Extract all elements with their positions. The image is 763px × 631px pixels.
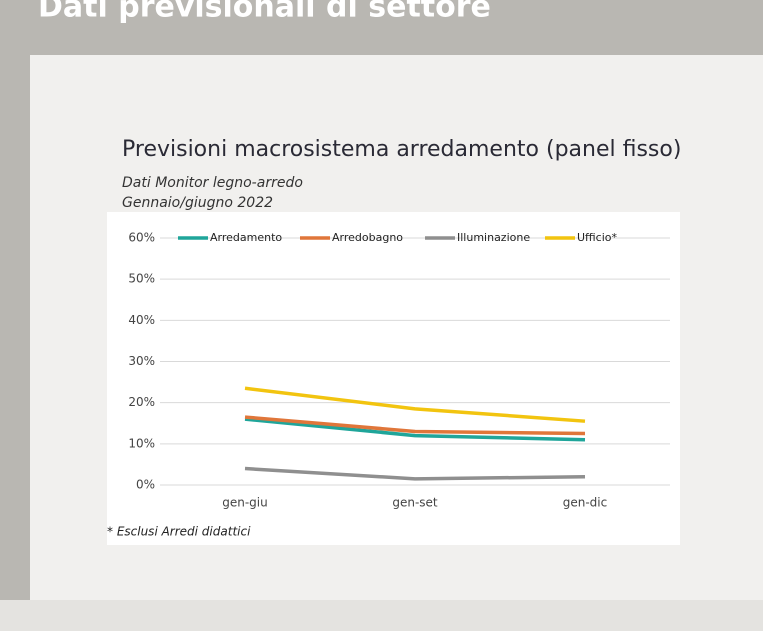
subtitle: Dati Monitor legno-arredo xyxy=(122,175,303,191)
legend-label: Arredamento xyxy=(210,231,282,244)
y-tick-label: 50% xyxy=(128,272,155,286)
y-tick-label: 40% xyxy=(128,313,155,327)
x-tick-label: gen-dic xyxy=(563,496,607,510)
slide-title: Dati previsionali di settore xyxy=(38,0,491,25)
y-tick-label: 30% xyxy=(128,354,155,368)
footnote: * Esclusi Arredi didattici xyxy=(107,525,251,539)
subtitle: Gennaio/giugno 2022 xyxy=(122,195,273,211)
slide-bottom xyxy=(0,600,763,631)
legend-label: Illuminazione xyxy=(457,231,530,244)
line-series xyxy=(244,386,586,423)
x-tick-label: gen-giu xyxy=(222,496,268,510)
line-series xyxy=(244,417,586,442)
legend-label: Ufficio* xyxy=(577,231,618,244)
legend-label: Arredobagno xyxy=(332,231,403,244)
x-tick-label: gen-set xyxy=(392,496,438,510)
plot: 0% 10% 20% 30% 40% 50% 60% gen-giu gen-set gen-di… xyxy=(128,231,670,510)
y-tick-label: 0% xyxy=(136,478,155,492)
chart-area xyxy=(107,212,680,545)
chart-title: Previsioni macrosistema arredamento (pan… xyxy=(122,137,681,162)
y-tick-label: 60% xyxy=(128,231,155,245)
y-tick-label: 20% xyxy=(128,395,155,409)
line-series xyxy=(244,466,586,481)
y-tick-label: 10% xyxy=(128,436,155,450)
line-series xyxy=(244,415,586,436)
